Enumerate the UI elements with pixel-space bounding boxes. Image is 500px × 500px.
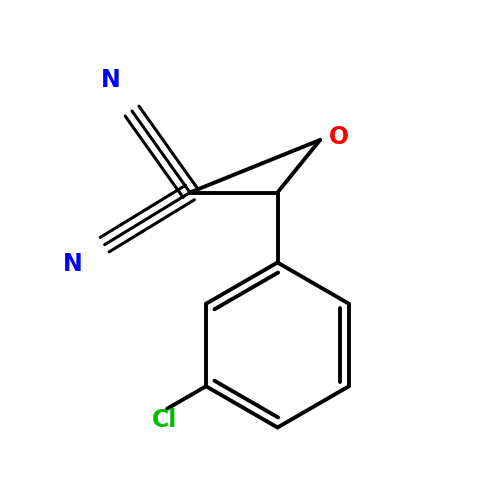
Text: O: O: [329, 126, 349, 150]
Text: N: N: [63, 252, 82, 276]
Text: N: N: [100, 68, 120, 92]
Text: Cl: Cl: [152, 408, 178, 432]
